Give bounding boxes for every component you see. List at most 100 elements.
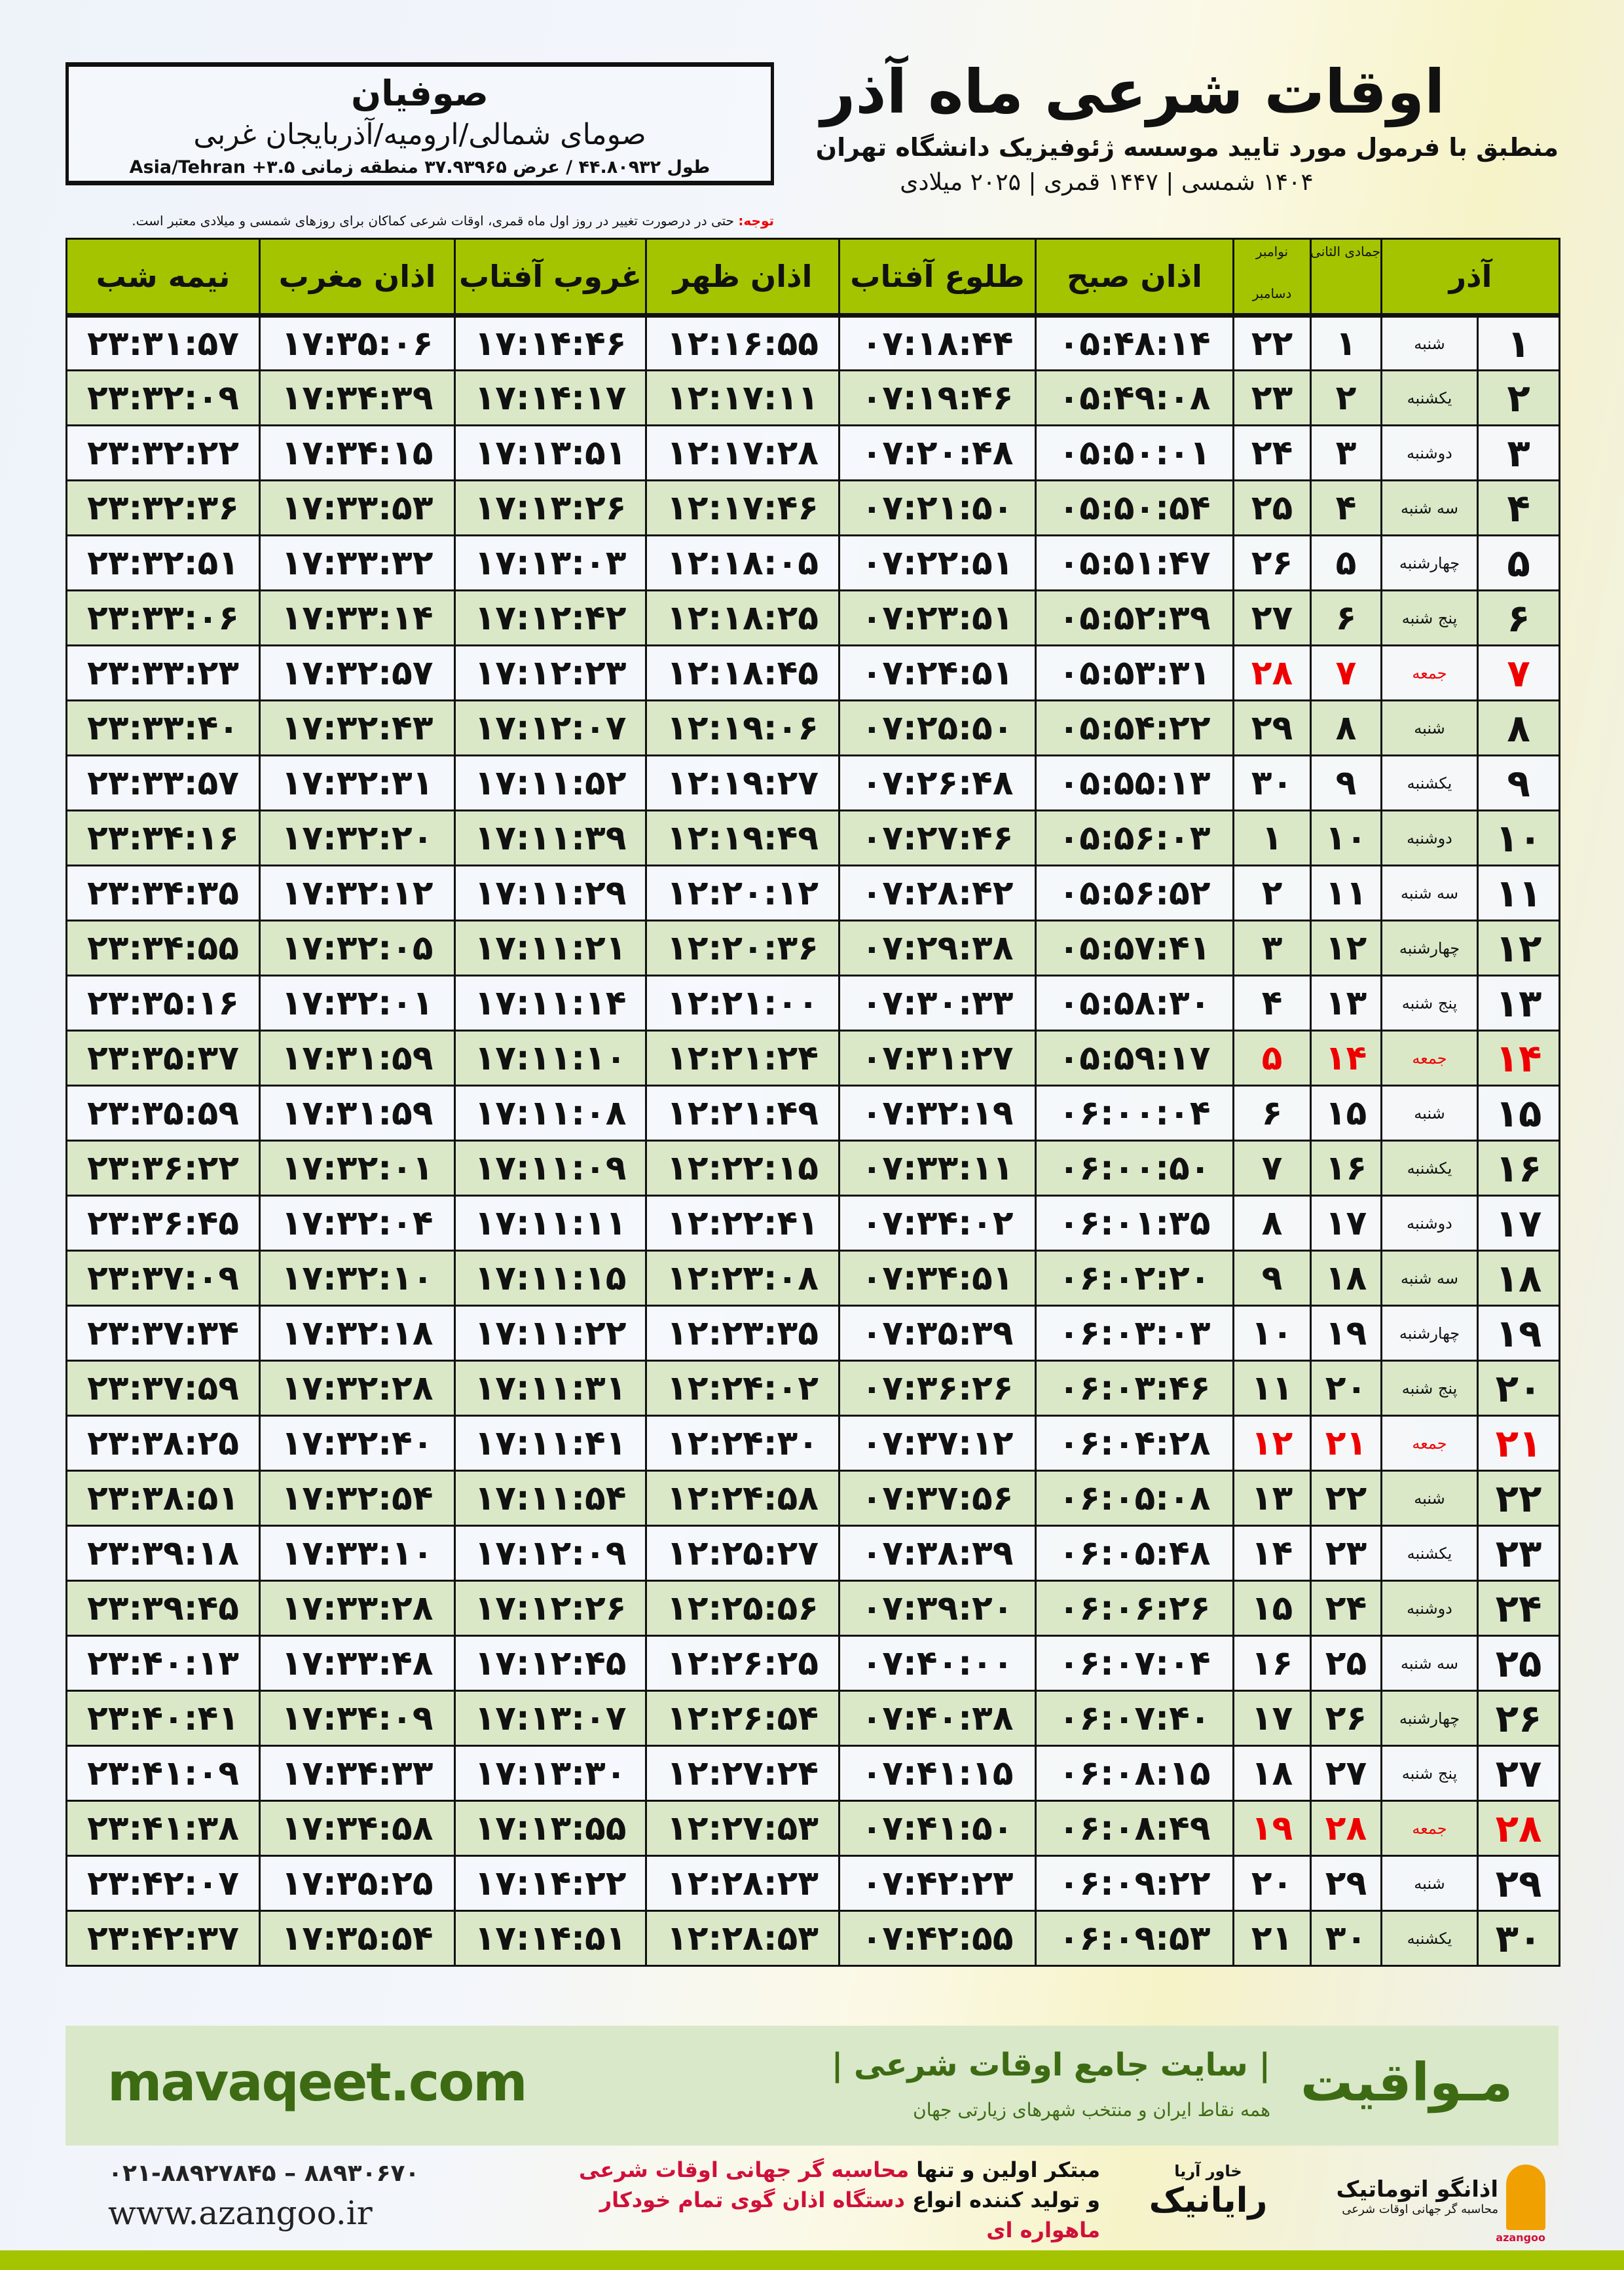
cell-maghrib: ۱۷:۳۲:۰۵ [259,920,456,977]
mosque-dome-icon [1506,2165,1545,2230]
cell-midnight: ۲۳:۴۲:۳۷ [65,1910,261,1967]
cell-dhuhr: ۱۲:۲۰:۳۶ [645,920,840,977]
cell-day: ۲۶ [1477,1690,1561,1747]
cell-day: ۳ [1477,424,1561,481]
cell-day: ۸ [1477,699,1561,756]
table-row: ۲۱ جمعه ۲۱ ۱۲ ۰۶:۰۴:۲۸ ۰۷:۳۷:۱۲ ۱۲:۲۴:۳۰ ۱۷:۱۱:… [65,1415,1561,1472]
cell-hijri-day: ۳۰ [1310,1910,1382,1967]
table-row: ۱۰ دوشنبه ۱۰ ۱ ۰۵:۵۶:۰۳ ۰۷:۲۷:۴۶ ۱۲:۱۹:۴۹ ۱۷:۱۱… [65,809,1561,866]
table-row: ۲۴ دوشنبه ۲۴ ۱۵ ۰۶:۰۶:۲۶ ۰۷:۳۹:۲۰ ۱۲:۲۵:۵۶ ۱۷:۱… [65,1580,1561,1637]
cell-gregorian-day: ۲۶ [1232,534,1312,591]
cell-maghrib: ۱۷:۳۱:۵۹ [259,1030,456,1087]
cell-sunrise: ۰۷:۲۳:۵۱ [838,589,1037,646]
cell-maghrib: ۱۷:۳۲:۰۱ [259,1140,456,1197]
table-row: ۲۸ جمعه ۲۸ ۱۹ ۰۶:۰۸:۴۹ ۰۷:۴۱:۵۰ ۱۲:۲۷:۵۳ ۱۷:۱۳:… [65,1800,1561,1857]
cell-fajr: ۰۵:۵۰:۵۴ [1035,479,1234,536]
cell-dhuhr: ۱۲:۲۱:۲۴ [645,1030,840,1087]
table-row: ۱۳ پنج شنبه ۱۳ ۴ ۰۵:۵۸:۳۰ ۰۷:۳۰:۳۳ ۱۲:۲۱:۰۰ ۱۷:… [65,975,1561,1032]
cell-fajr: ۰۵:۴۹:۰۸ [1035,369,1234,426]
note-text: حتی در درصورت تغییر در روز اول ماه قمری،… [132,213,739,229]
cell-sunrise: ۰۷:۴۲:۵۵ [838,1910,1037,1967]
cell-maghrib: ۱۷:۳۳:۳۲ [259,534,456,591]
cell-day: ۱۸ [1477,1250,1561,1307]
footer-phone: ۰۲۱-۸۸۹۲۷۸۴۵ – ۸۸۹۳۰۶۷۰ [108,2160,420,2187]
rayanik-sub: خاور آریا [1174,2162,1242,2180]
cell-day: ۲۸ [1477,1800,1561,1857]
banner-website-link[interactable]: mavaqeet.com [107,2052,528,2113]
cell-weekday: شنبه [1380,1085,1479,1142]
cell-sunrise: ۰۷:۳۷:۱۲ [838,1415,1037,1472]
azangoo-latin: azangoo [1496,2231,1545,2244]
table-row: ۱۹ چهارشنبه ۱۹ ۱۰ ۰۶:۰۳:۰۳ ۰۷:۳۵:۳۹ ۱۲:۲۳:۳۵ ۱۷… [65,1305,1561,1362]
cell-day: ۱ [1477,314,1561,371]
cell-hijri-day: ۳ [1310,424,1382,481]
cell-sunset: ۱۷:۱۱:۱۱ [454,1195,647,1252]
header-midnight: نیمه شب [65,238,261,318]
cell-sunrise: ۰۷:۲۸:۴۲ [838,865,1037,921]
banner-slogan: | سایت جامع اوقات شرعی | [831,2047,1270,2083]
cell-day: ۳۰ [1477,1910,1561,1967]
cell-fajr: ۰۵:۵۳:۳۱ [1035,644,1234,701]
cell-maghrib: ۱۷:۳۴:۱۵ [259,424,456,481]
cell-gregorian-day: ۵ [1232,1030,1312,1087]
cell-dhuhr: ۱۲:۲۳:۰۸ [645,1250,840,1307]
cell-dhuhr: ۱۲:۱۷:۲۸ [645,424,840,481]
note-label: توجه: [738,213,774,229]
cell-sunrise: ۰۷:۴۰:۰۰ [838,1635,1037,1692]
cell-maghrib: ۱۷:۳۲:۱۲ [259,865,456,921]
cell-fajr: ۰۶:۰۳:۴۶ [1035,1360,1234,1417]
cell-fajr: ۰۵:۵۷:۴۱ [1035,920,1234,977]
cell-weekday: دوشنبه [1380,809,1479,866]
cell-midnight: ۲۳:۳۹:۱۸ [65,1525,261,1582]
cell-sunset: ۱۷:۱۴:۵۱ [454,1910,647,1967]
cell-weekday: یکشنبه [1380,754,1479,811]
cell-hijri-day: ۲۳ [1310,1525,1382,1582]
cell-maghrib: ۱۷:۳۳:۴۸ [259,1635,456,1692]
cell-fajr: ۰۶:۰۹:۲۲ [1035,1855,1234,1912]
cell-sunset: ۱۷:۱۳:۰۳ [454,534,647,591]
table-row: ۳ دوشنبه ۳ ۲۴ ۰۵:۵۰:۰۱ ۰۷:۲۰:۴۸ ۱۲:۱۷:۲۸ ۱۷:۱۳:… [65,424,1561,481]
cell-sunset: ۱۷:۱۳:۲۶ [454,479,647,536]
cell-dhuhr: ۱۲:۲۴:۰۲ [645,1360,840,1417]
cell-fajr: ۰۶:۰۸:۱۵ [1035,1745,1234,1802]
mavaqeet-banner: مـواقیت | سایت جامع اوقات شرعی | همه نقا… [65,2026,1559,2146]
cell-midnight: ۲۳:۳۳:۲۳ [65,644,261,701]
header-sunset: غروب آفتاب [454,238,647,318]
city-name: صوفیان [351,73,489,114]
cell-dhuhr: ۱۲:۱۷:۴۶ [645,479,840,536]
cell-sunrise: ۰۷:۳۱:۲۷ [838,1030,1037,1087]
cell-weekday: جمعه [1380,644,1479,701]
cell-sunrise: ۰۷:۲۶:۴۸ [838,754,1037,811]
note: توجه: حتی در درصورت تغییر در روز اول ماه… [65,213,774,229]
cell-hijri-day: ۲۷ [1310,1745,1382,1802]
cell-hijri-day: ۱۴ [1310,1030,1382,1087]
footer-website-link[interactable]: www.azangoo.ir [108,2194,373,2232]
bottom-band [0,2250,1624,2270]
cell-gregorian-day: ۲۲ [1232,314,1312,371]
cell-sunrise: ۰۷:۴۱:۵۰ [838,1800,1037,1857]
cell-fajr: ۰۵:۵۶:۵۲ [1035,865,1234,921]
cell-fajr: ۰۶:۰۳:۰۳ [1035,1305,1234,1362]
table-row: ۷ جمعه ۷ ۲۸ ۰۵:۵۳:۳۱ ۰۷:۲۴:۵۱ ۱۲:۱۸:۴۵ ۱۷:۱۲:۲۳… [65,644,1561,701]
cell-maghrib: ۱۷:۳۴:۰۹ [259,1690,456,1747]
cell-gregorian-day: ۲۹ [1232,699,1312,756]
cell-sunrise: ۰۷:۳۴:۰۲ [838,1195,1037,1252]
table-body: ۱ شنبه ۱ ۲۲ ۰۵:۴۸:۱۴ ۰۷:۱۸:۴۴ ۱۲:۱۶:۵۵ ۱۷:۱۴:۴۶… [65,314,1561,1967]
cell-fajr: ۰۶:۰۶:۲۶ [1035,1580,1234,1637]
cell-weekday: چهارشنبه [1380,534,1479,591]
cell-day: ۲۱ [1477,1415,1561,1472]
cell-day: ۲۷ [1477,1745,1561,1802]
cell-hijri-day: ۲۶ [1310,1690,1382,1747]
cell-weekday: جمعه [1380,1800,1479,1857]
cell-midnight: ۲۳:۳۸:۵۱ [65,1470,261,1527]
cell-fajr: ۰۵:۵۶:۰۳ [1035,809,1234,866]
cell-hijri-day: ۲ [1310,369,1382,426]
cell-sunrise: ۰۷:۳۹:۲۰ [838,1580,1037,1637]
footer-line2-b: دستگاه اذان گوی تمام خودکار ماهواره ای [599,2187,1100,2242]
brand-logo: مـواقیت [1300,2052,1513,2113]
cell-maghrib: ۱۷:۳۱:۵۹ [259,1085,456,1142]
cell-midnight: ۲۳:۳۷:۳۴ [65,1305,261,1362]
cell-hijri-day: ۱۶ [1310,1140,1382,1197]
cell-hijri-day: ۹ [1310,754,1382,811]
cell-gregorian-day: ۲۴ [1232,424,1312,481]
